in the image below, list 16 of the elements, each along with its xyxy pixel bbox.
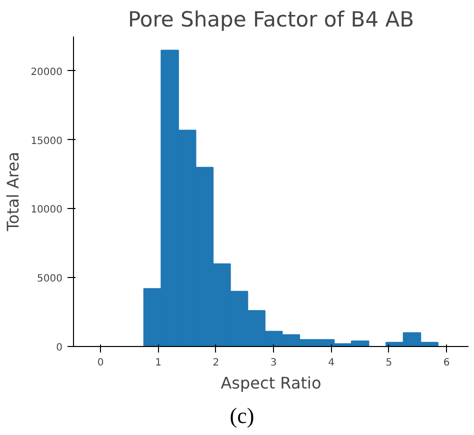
x-tick-label: 0: [97, 358, 104, 368]
text: (c): [230, 402, 254, 430]
chart-title: Pore Shape Factor of B4 AB: [128, 8, 414, 32]
x-tick-label: 1: [155, 358, 162, 368]
x-tick-label: 6: [443, 358, 450, 368]
y-tick-label: 0: [56, 342, 63, 354]
x-tick-label: 4: [328, 358, 334, 368]
x-tick-label: 5: [386, 358, 392, 368]
x-tick-label: 2: [212, 358, 220, 368]
y-tick-label: 20000: [30, 66, 62, 78]
y-tick-label: 5000: [37, 274, 63, 285]
y-axis-title: Total Area: [4, 152, 23, 232]
y-tick-label: 10000: [30, 204, 62, 216]
x-axis-title: Aspect Ratio: [220, 374, 322, 392]
y-tick-label: 15000: [30, 136, 62, 147]
x-tick-label: 3: [270, 358, 277, 368]
